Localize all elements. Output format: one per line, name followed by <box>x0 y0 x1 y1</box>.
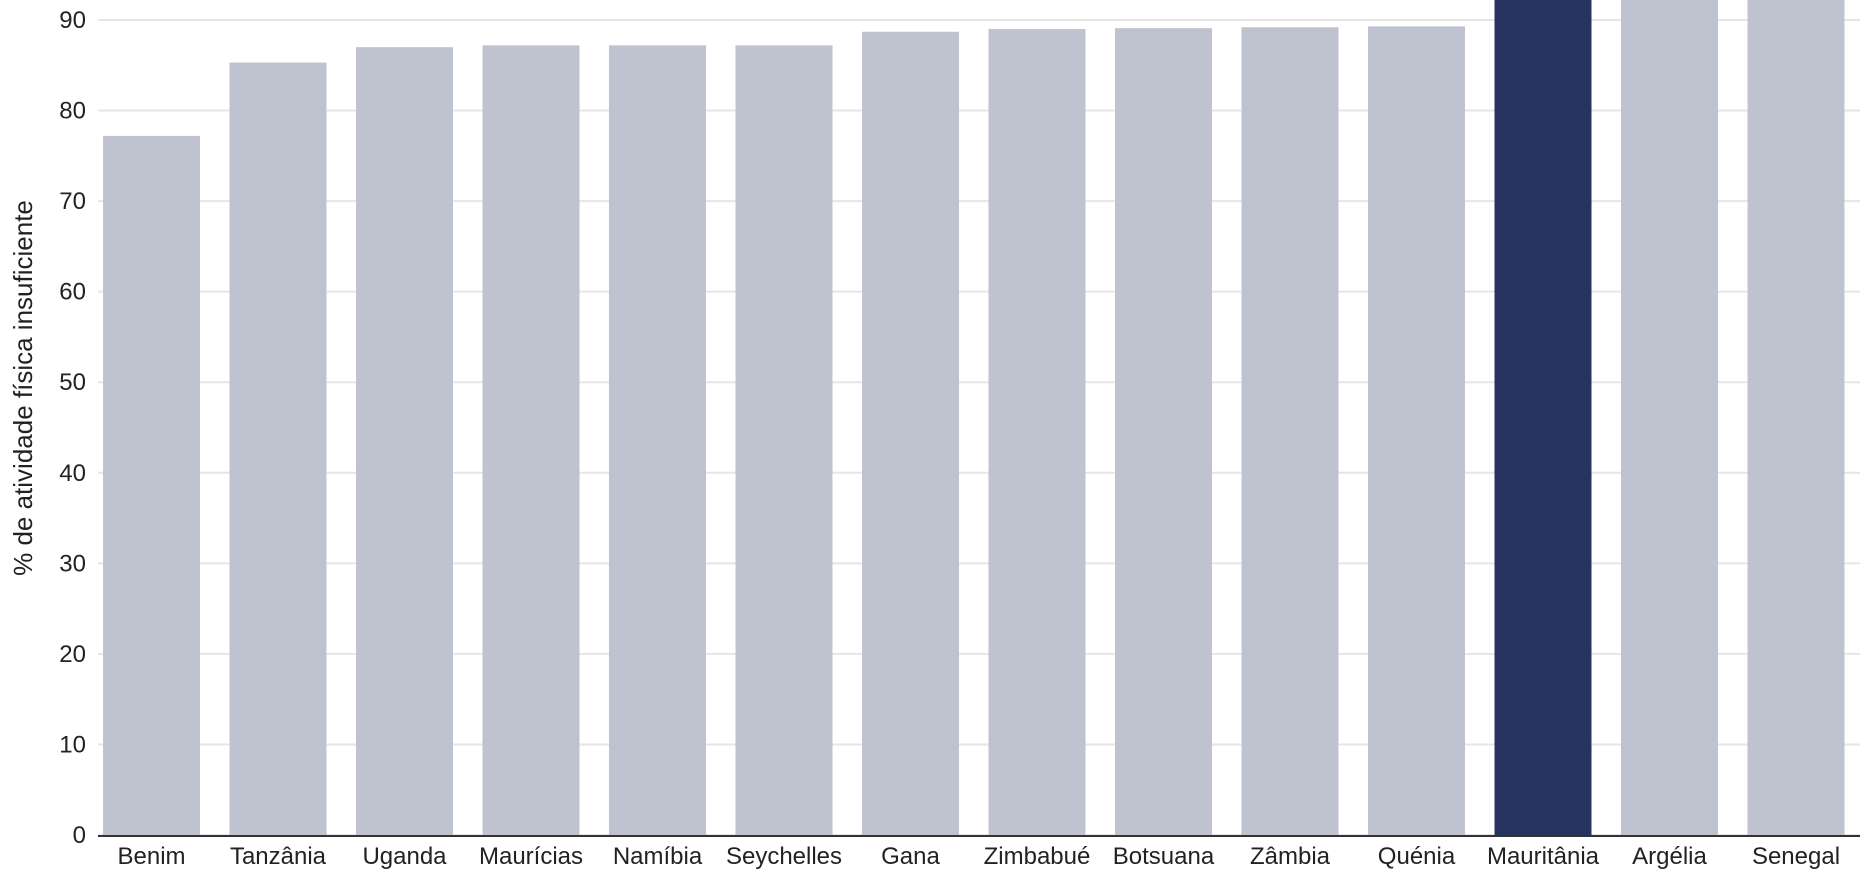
bar-3 <box>482 45 580 836</box>
y-tick-label: 80 <box>59 98 86 125</box>
x-category-label: Gana <box>881 843 940 870</box>
bar-2 <box>356 47 453 835</box>
y-tick-label: 90 <box>59 7 86 34</box>
y-tick-label: 0 <box>73 822 86 849</box>
x-category-label: Seychelles <box>726 843 842 870</box>
y-tick-label: 30 <box>59 550 86 577</box>
y-tick-label: 50 <box>59 369 86 396</box>
bar-13 <box>1747 0 1845 835</box>
bars <box>103 0 1845 836</box>
y-axis-ticks: 0 10 20 30 40 50 60 70 80 90 <box>59 7 86 849</box>
x-category-label: Maurícias <box>479 843 583 870</box>
x-category-label: Zâmbia <box>1250 843 1331 870</box>
y-tick-label: 70 <box>59 188 86 215</box>
x-category-label: Benim <box>117 843 185 870</box>
bar-4 <box>609 45 706 836</box>
x-category-label: Zimbabué <box>984 843 1091 870</box>
bar-1 <box>229 62 327 836</box>
bar-6 <box>862 31 959 836</box>
x-category-label: Quénia <box>1378 843 1456 870</box>
x-axis-labels: Benim Tanzânia Uganda Maurícias Namíbia Seych… <box>117 843 1840 870</box>
y-tick-label: 60 <box>59 279 86 306</box>
x-category-label: Senegal <box>1752 843 1840 870</box>
y-tick-label: 20 <box>59 641 86 668</box>
bar-7 <box>988 29 1086 836</box>
bar-10 <box>1368 26 1465 836</box>
x-category-label: Botsuana <box>1113 843 1215 870</box>
bar-5 <box>735 45 833 836</box>
x-category-label: Namíbia <box>613 843 703 870</box>
bar-8 <box>1115 28 1212 835</box>
bar-9 <box>1241 27 1339 835</box>
y-tick-label: 10 <box>59 731 86 758</box>
bar-12 <box>1621 0 1718 835</box>
x-category-label: Mauritânia <box>1487 843 1600 870</box>
x-category-label: Argélia <box>1632 843 1707 870</box>
y-tick-label: 40 <box>59 460 86 487</box>
bar-0 <box>103 135 200 835</box>
y-axis-title: % de atividade física insuficiente <box>8 200 38 576</box>
bar-11 <box>1494 0 1592 835</box>
x-category-label: Uganda <box>362 843 447 870</box>
x-category-label: Tanzânia <box>230 843 327 870</box>
